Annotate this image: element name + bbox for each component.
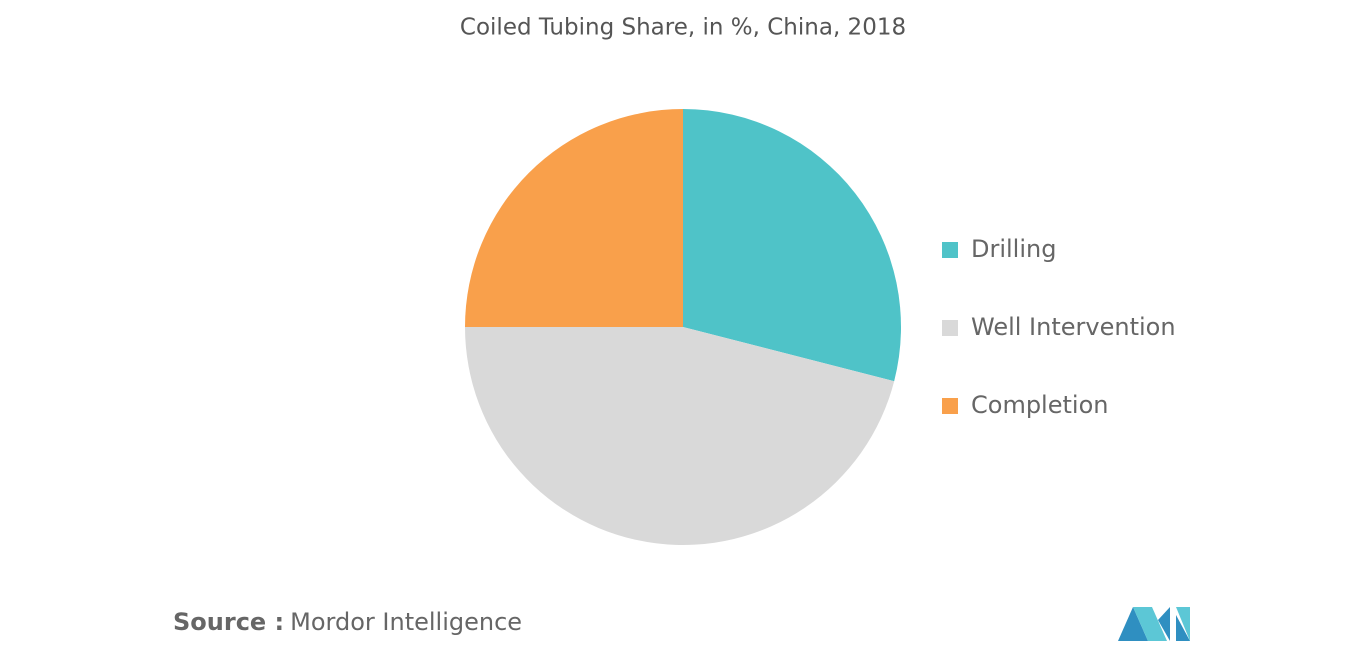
pie-slice	[683, 109, 901, 382]
legend-label: Drilling	[971, 235, 1056, 263]
legend-label: Well Intervention	[971, 313, 1176, 341]
source: Source : Mordor Intelligence	[173, 608, 522, 636]
pie-slice	[464, 327, 895, 546]
pie	[464, 109, 901, 546]
legend: Drilling Well Intervention Completion	[942, 235, 1176, 419]
source-name: Mordor Intelligence	[290, 608, 522, 636]
legend-swatch	[942, 242, 958, 258]
chart-title: Coiled Tubing Share, in %, China, 2018	[460, 15, 906, 41]
pie-slice	[465, 109, 683, 327]
logo	[1118, 607, 1190, 641]
legend-swatch	[942, 320, 958, 336]
source-label: Source :	[173, 608, 284, 636]
legend-label: Completion	[971, 391, 1108, 419]
legend-swatch	[942, 398, 958, 414]
